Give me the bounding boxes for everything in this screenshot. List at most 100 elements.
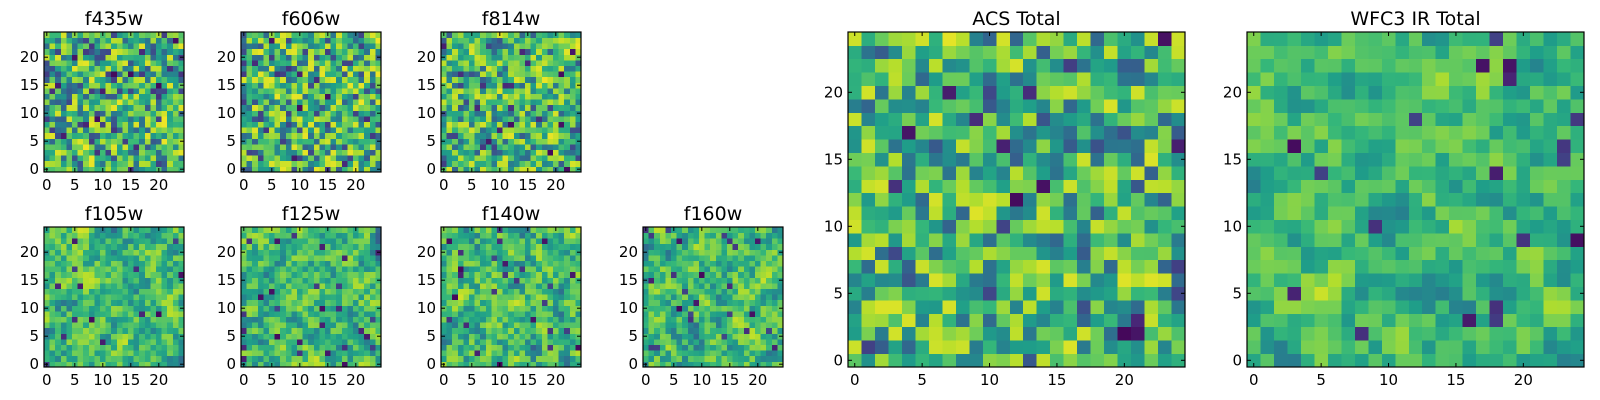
heatmap-cell xyxy=(105,361,112,368)
heatmap-cell xyxy=(502,71,509,78)
heatmap-cell xyxy=(111,277,118,284)
heatmap-cell xyxy=(72,132,78,139)
heatmap-cell xyxy=(280,350,287,357)
heatmap-cell xyxy=(144,65,151,72)
heatmap-cell xyxy=(116,76,123,83)
heatmap-cell xyxy=(156,266,162,273)
heatmap-cell xyxy=(336,271,343,278)
heatmap-cell xyxy=(369,294,376,301)
heatmap-cell xyxy=(671,350,677,357)
heatmap-cell xyxy=(699,232,705,239)
heatmap-cell xyxy=(139,277,146,284)
heatmap-cell xyxy=(699,283,705,289)
heatmap-cell xyxy=(446,149,453,156)
heatmap-cell xyxy=(469,54,475,61)
heatmap-cell xyxy=(122,305,129,312)
heatmap-cell xyxy=(558,316,565,323)
heatmap-cell xyxy=(178,294,185,301)
heatmap-cell xyxy=(139,104,146,111)
heatmap-cell xyxy=(755,260,761,267)
heatmap-cell xyxy=(530,339,537,345)
heatmap-cell xyxy=(519,288,526,295)
heatmap-cell xyxy=(480,322,487,329)
heatmap-cell xyxy=(1009,286,1024,301)
heatmap-cell xyxy=(727,333,733,340)
heatmap-cell xyxy=(122,227,129,233)
heatmap-cell xyxy=(128,283,134,289)
heatmap-cell xyxy=(83,283,90,289)
heatmap-cell xyxy=(491,277,498,284)
heatmap-cell xyxy=(648,260,655,267)
heatmap-cell xyxy=(139,255,146,261)
heatmap-cell xyxy=(575,121,582,128)
heatmap-cell xyxy=(364,294,371,301)
heatmap-cell xyxy=(969,353,984,368)
heatmap-cell xyxy=(139,322,146,329)
heatmap-cell xyxy=(474,155,481,162)
heatmap-cell xyxy=(139,160,146,167)
heatmap-cell xyxy=(369,60,376,66)
heatmap-cell xyxy=(541,288,548,295)
heatmap-cell xyxy=(710,344,717,351)
heatmap-cell xyxy=(536,333,543,340)
heatmap-cell xyxy=(49,266,56,273)
heatmap-cell xyxy=(172,32,179,38)
heatmap-cell xyxy=(654,361,661,368)
heatmap-cell xyxy=(553,249,559,256)
heatmap-cell xyxy=(139,227,146,233)
heatmap-cell xyxy=(285,99,292,106)
heatmap-cell xyxy=(55,104,62,111)
heatmap-cell xyxy=(1144,219,1159,234)
heatmap-cell xyxy=(463,65,470,72)
heatmap-cell xyxy=(308,322,315,329)
heatmap-cell xyxy=(358,288,365,295)
heatmap-cell xyxy=(513,54,520,61)
heatmap-cell xyxy=(469,260,475,267)
heatmap-cell xyxy=(541,48,548,55)
heatmap-cell xyxy=(749,243,756,250)
heatmap-cell xyxy=(996,286,1011,301)
heatmap-cell xyxy=(94,127,101,134)
heatmap-cell xyxy=(755,339,761,345)
heatmap-cell xyxy=(49,316,56,323)
heatmap-cell xyxy=(263,339,270,345)
heatmap-cell xyxy=(564,65,571,72)
heatmap-cell xyxy=(491,104,498,111)
heatmap-cell xyxy=(77,32,84,38)
heatmap-cell xyxy=(558,249,565,256)
heatmap-cell xyxy=(319,65,326,72)
heatmap-cell xyxy=(441,344,447,351)
heatmap-cell xyxy=(766,283,773,289)
heatmap-cell xyxy=(553,60,559,66)
heatmap-cell xyxy=(491,160,498,167)
heatmap-cell xyxy=(111,316,118,323)
heatmap-cell xyxy=(116,227,123,233)
heatmap-cell xyxy=(150,283,157,289)
heatmap-cell xyxy=(94,350,101,357)
heatmap-cell xyxy=(330,76,337,83)
heatmap-cell xyxy=(558,266,565,273)
heatmap-cell xyxy=(474,54,481,61)
heatmap-cell xyxy=(569,138,576,145)
heatmap-cell xyxy=(715,339,722,345)
heatmap-cell xyxy=(848,206,862,220)
heatmap-cell xyxy=(116,48,123,55)
heatmap-cell xyxy=(777,255,784,261)
heatmap-cell xyxy=(285,121,292,128)
heatmap-cell xyxy=(564,311,571,317)
heatmap-cell xyxy=(452,110,459,117)
y-tick-label: 5 xyxy=(628,327,638,345)
heatmap-cell xyxy=(982,246,997,261)
x-tick-label: 10 xyxy=(290,176,309,194)
heatmap-cell xyxy=(547,76,554,83)
heatmap-cell xyxy=(144,110,151,117)
heatmap-cell xyxy=(665,283,672,289)
heatmap-cell xyxy=(313,32,320,38)
x-tick-label: 0 xyxy=(439,371,449,389)
heatmap-cell xyxy=(111,32,118,38)
heatmap-cell xyxy=(60,144,67,150)
heatmap-cell xyxy=(252,266,259,273)
heatmap-cell xyxy=(274,82,281,89)
heatmap-cell xyxy=(519,283,526,289)
